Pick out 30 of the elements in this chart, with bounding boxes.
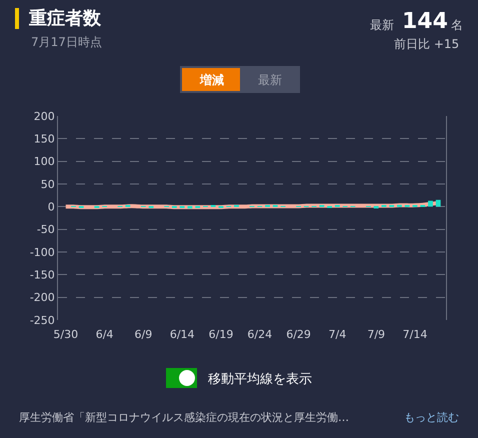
bar xyxy=(428,200,433,207)
text: 前日比 +15 xyxy=(394,37,460,51)
x-tick-label: 6/14 xyxy=(170,328,195,341)
x-tick-label: 7/14 xyxy=(402,328,428,341)
chart-title: 重症者数 xyxy=(28,8,102,29)
x-tick-label: 6/24 xyxy=(247,328,272,341)
text: もっと読む xyxy=(404,411,459,424)
y-tick-label: 50 xyxy=(40,178,55,191)
x-tick-label: 5/30 xyxy=(53,328,78,341)
y-tick-label: -250 xyxy=(30,314,55,327)
x-tick-label: 6/19 xyxy=(208,328,234,341)
y-tick-label: -200 xyxy=(30,291,55,304)
y-tick-label: -100 xyxy=(30,246,55,259)
y-tick-label: 200 xyxy=(34,110,55,123)
text: 厚生労働省「新型コロナウイルス感染症の現在の状況と厚生労働… xyxy=(19,411,349,424)
y-tick-label: -50 xyxy=(36,223,55,236)
y-tick-label: 150 xyxy=(34,132,55,146)
x-tick-label: 7/4 xyxy=(328,328,346,341)
x-tick-label: 6/29 xyxy=(286,328,311,341)
text: 移動平均線を表示 xyxy=(208,372,312,387)
text: 最新 xyxy=(370,18,394,32)
x-tick-label: 6/4 xyxy=(96,328,114,341)
x-tick-label: 7/9 xyxy=(367,328,386,341)
x-tick-label: 6/9 xyxy=(134,328,152,341)
text: 名 xyxy=(451,18,463,32)
text: 144 xyxy=(402,9,448,34)
y-tick-label: 100 xyxy=(34,155,55,168)
chart-subtitle: 7月17日時点 xyxy=(31,35,102,49)
y-tick-label: 0 xyxy=(48,200,55,214)
y-tick-label: -150 xyxy=(30,268,55,282)
